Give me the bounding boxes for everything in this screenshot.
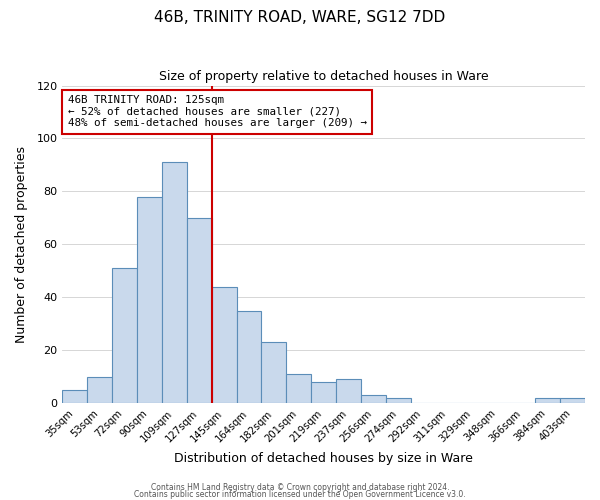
Bar xyxy=(112,268,137,403)
Bar xyxy=(361,395,386,403)
Text: 46B, TRINITY ROAD, WARE, SG12 7DD: 46B, TRINITY ROAD, WARE, SG12 7DD xyxy=(154,10,446,25)
Text: 46B TRINITY ROAD: 125sqm
← 52% of detached houses are smaller (227)
48% of semi-: 46B TRINITY ROAD: 125sqm ← 52% of detach… xyxy=(68,95,367,128)
Bar xyxy=(286,374,311,403)
Bar xyxy=(137,196,162,403)
Bar xyxy=(62,390,87,403)
Bar xyxy=(236,310,262,403)
Bar xyxy=(311,382,336,403)
Bar xyxy=(535,398,560,403)
Bar xyxy=(162,162,187,403)
Title: Size of property relative to detached houses in Ware: Size of property relative to detached ho… xyxy=(159,70,488,83)
Bar xyxy=(87,376,112,403)
Bar xyxy=(560,398,585,403)
Bar xyxy=(212,286,236,403)
Text: Contains HM Land Registry data © Crown copyright and database right 2024.: Contains HM Land Registry data © Crown c… xyxy=(151,484,449,492)
Bar xyxy=(187,218,212,403)
Y-axis label: Number of detached properties: Number of detached properties xyxy=(15,146,28,343)
Text: Contains public sector information licensed under the Open Government Licence v3: Contains public sector information licen… xyxy=(134,490,466,499)
X-axis label: Distribution of detached houses by size in Ware: Distribution of detached houses by size … xyxy=(174,452,473,465)
Bar xyxy=(386,398,411,403)
Bar xyxy=(336,380,361,403)
Bar xyxy=(262,342,286,403)
